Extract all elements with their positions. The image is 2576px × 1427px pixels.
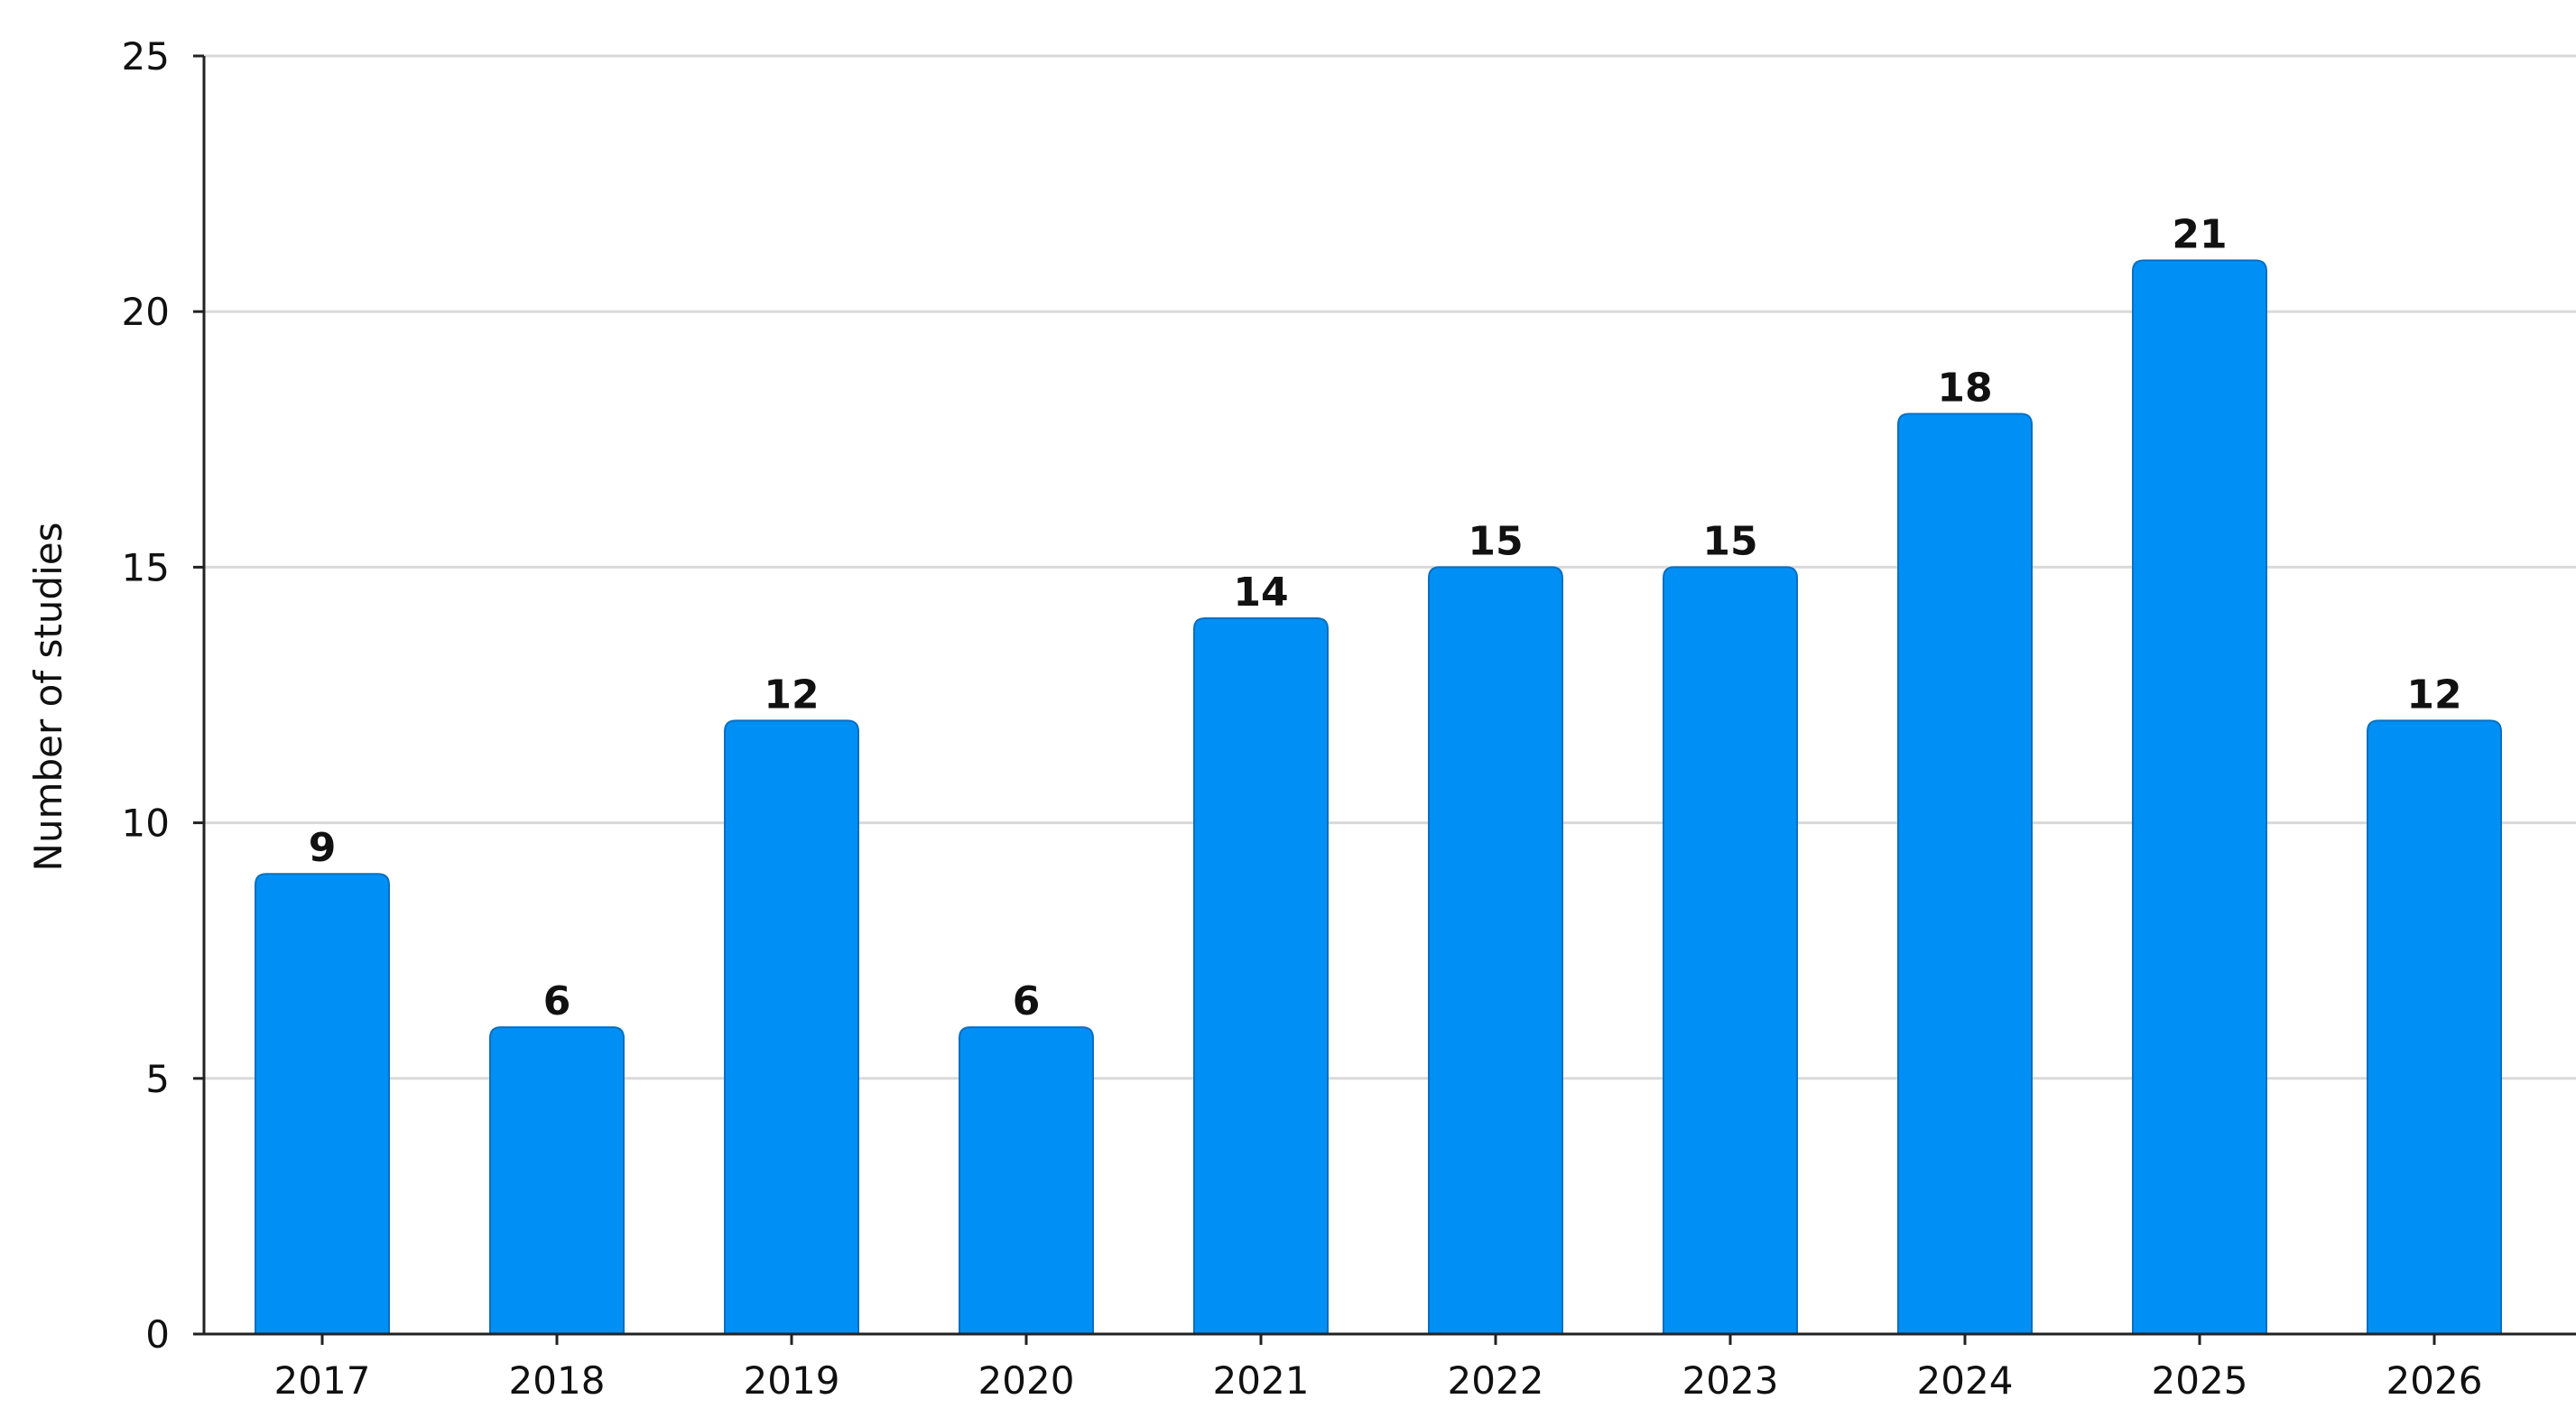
bar-value-label: 14: [1233, 570, 1288, 616]
x-tick-label: 2022: [1448, 1358, 1544, 1403]
x-tick-label: 2021: [1213, 1358, 1310, 1403]
y-tick-label: 25: [122, 34, 170, 79]
bar: [2367, 719, 2502, 1335]
bar: [1663, 566, 1798, 1335]
y-tick-label: 0: [145, 1312, 170, 1357]
bar: [489, 1026, 625, 1335]
bar: [255, 873, 390, 1335]
x-tick-label: 2023: [1682, 1358, 1779, 1403]
x-tick-label: 2026: [2386, 1358, 2483, 1403]
bar: [1193, 617, 1329, 1335]
x-tick-label: 2019: [744, 1358, 840, 1403]
bar-value-label: 18: [1937, 365, 1992, 411]
x-tick-label: 2020: [978, 1358, 1075, 1403]
bar: [1428, 566, 1563, 1335]
y-tick-label: 15: [122, 545, 170, 589]
bar-value-label: 12: [2406, 672, 2461, 718]
x-tick-label: 2024: [1917, 1358, 2014, 1403]
bar: [2132, 259, 2267, 1335]
y-tick-label: 5: [145, 1057, 170, 1101]
bar-value-label: 21: [2172, 212, 2227, 258]
bar-value-label: 15: [1468, 518, 1523, 564]
bar-value-label: 6: [543, 978, 571, 1024]
data-labels: 9 6 12 6 14 15 15 18 21 12: [309, 212, 2462, 1025]
y-tick-label: 20: [122, 290, 170, 334]
bar: [959, 1026, 1094, 1335]
axes: [193, 56, 2576, 1336]
bar-value-label: 9: [309, 825, 337, 871]
x-tick-label: 2017: [274, 1358, 371, 1403]
x-tick-label: 2025: [2152, 1358, 2248, 1403]
bars: [255, 259, 2502, 1335]
bar-value-label: 12: [764, 672, 819, 718]
bar-value-label: 6: [1013, 978, 1041, 1024]
bar: [724, 719, 859, 1335]
bar: [1897, 412, 2033, 1335]
y-axis-title: Number of studies: [26, 523, 70, 872]
y-tick-label: 10: [122, 802, 170, 846]
x-tick-label: 2018: [509, 1358, 606, 1403]
bar-value-label: 15: [1702, 518, 1757, 564]
